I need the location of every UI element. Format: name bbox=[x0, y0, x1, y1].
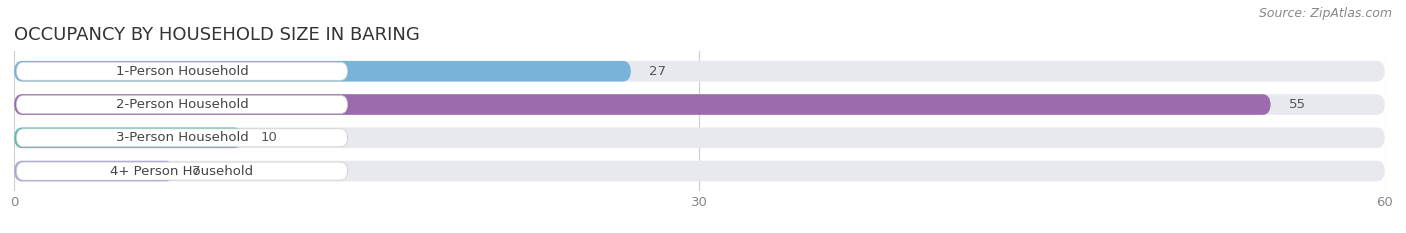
FancyBboxPatch shape bbox=[17, 129, 347, 147]
Text: 4+ Person Household: 4+ Person Household bbox=[111, 164, 253, 178]
FancyBboxPatch shape bbox=[17, 162, 347, 180]
Text: 3-Person Household: 3-Person Household bbox=[115, 131, 249, 144]
Text: 1-Person Household: 1-Person Household bbox=[115, 65, 249, 78]
Text: 55: 55 bbox=[1289, 98, 1306, 111]
FancyBboxPatch shape bbox=[14, 61, 631, 82]
FancyBboxPatch shape bbox=[14, 94, 1271, 115]
FancyBboxPatch shape bbox=[14, 127, 243, 148]
FancyBboxPatch shape bbox=[14, 127, 1385, 148]
Text: 2-Person Household: 2-Person Household bbox=[115, 98, 249, 111]
Text: OCCUPANCY BY HOUSEHOLD SIZE IN BARING: OCCUPANCY BY HOUSEHOLD SIZE IN BARING bbox=[14, 26, 420, 44]
Text: 7: 7 bbox=[193, 164, 201, 178]
FancyBboxPatch shape bbox=[14, 161, 1385, 182]
FancyBboxPatch shape bbox=[17, 96, 347, 113]
Text: Source: ZipAtlas.com: Source: ZipAtlas.com bbox=[1258, 7, 1392, 20]
FancyBboxPatch shape bbox=[14, 61, 1385, 82]
Text: 27: 27 bbox=[650, 65, 666, 78]
FancyBboxPatch shape bbox=[17, 62, 347, 80]
FancyBboxPatch shape bbox=[14, 94, 1385, 115]
FancyBboxPatch shape bbox=[14, 161, 174, 182]
Text: 10: 10 bbox=[262, 131, 278, 144]
